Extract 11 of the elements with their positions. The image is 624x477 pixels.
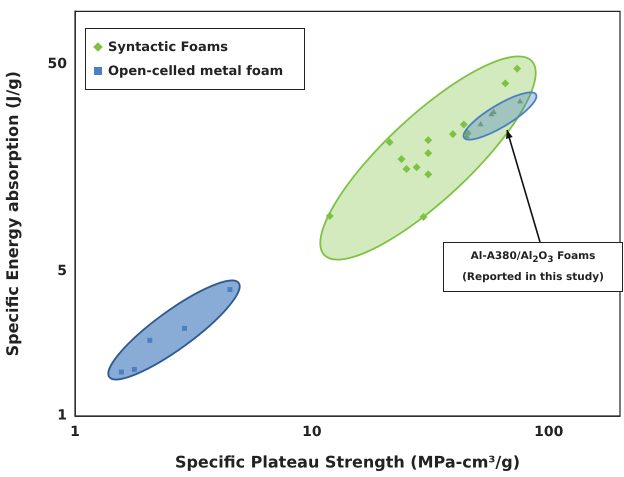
callout-box: Al-A380/Al$_{2}$O$_{3}$ Foams (Reported in this study) xyxy=(443,242,623,292)
y-tick-label: 50 xyxy=(48,56,68,72)
legend-label: Syntactic Foams xyxy=(108,40,228,54)
y-tick-label: 5 xyxy=(57,262,67,279)
x-tick-label: 100 xyxy=(534,424,564,440)
x-tick-label: 10 xyxy=(302,424,322,440)
x-axis-title: Specific Plateau Strength (MPa-cm³/g) xyxy=(174,452,520,472)
y-axis-title: Specific Energy absorption (J/g) xyxy=(2,71,22,356)
legend-label: Open-celled metal foam xyxy=(108,64,284,78)
x-tick-label: 1 xyxy=(70,424,80,440)
y-tick-label: 1 xyxy=(57,408,67,424)
